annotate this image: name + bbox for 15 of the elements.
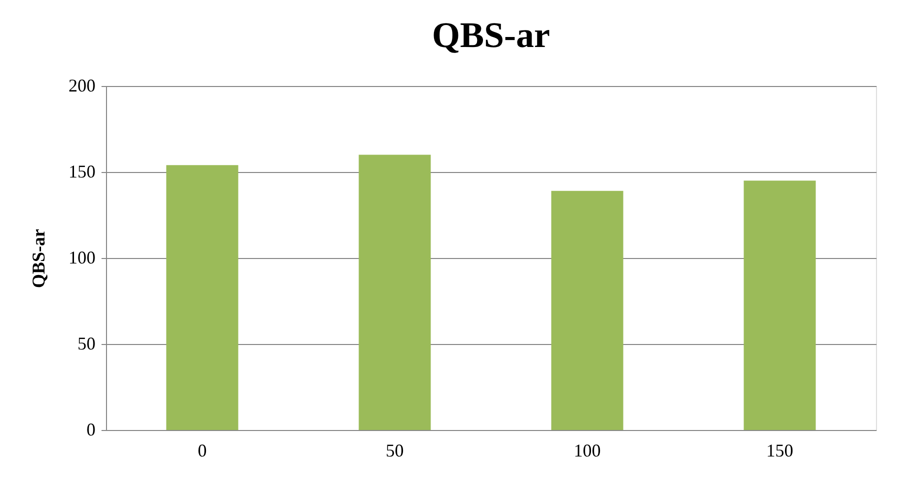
x-tick-label: 50 [386, 440, 404, 460]
y-tick-label: 50 [78, 334, 96, 354]
x-tick-label: 0 [198, 440, 207, 460]
bar [358, 154, 431, 430]
y-tick-label: 0 [86, 420, 96, 440]
y-tick-label: 200 [68, 76, 96, 96]
bar [166, 165, 238, 430]
x-tick-label: 100 [574, 440, 601, 460]
y-tick-label: 100 [68, 248, 96, 268]
chart-title: QBS-ar [432, 15, 550, 55]
x-tick-label: 150 [766, 440, 794, 460]
y-axis-title: QBS-ar [28, 228, 48, 288]
y-tick-label: 150 [68, 162, 96, 182]
bar [551, 190, 624, 430]
bar [744, 180, 816, 430]
